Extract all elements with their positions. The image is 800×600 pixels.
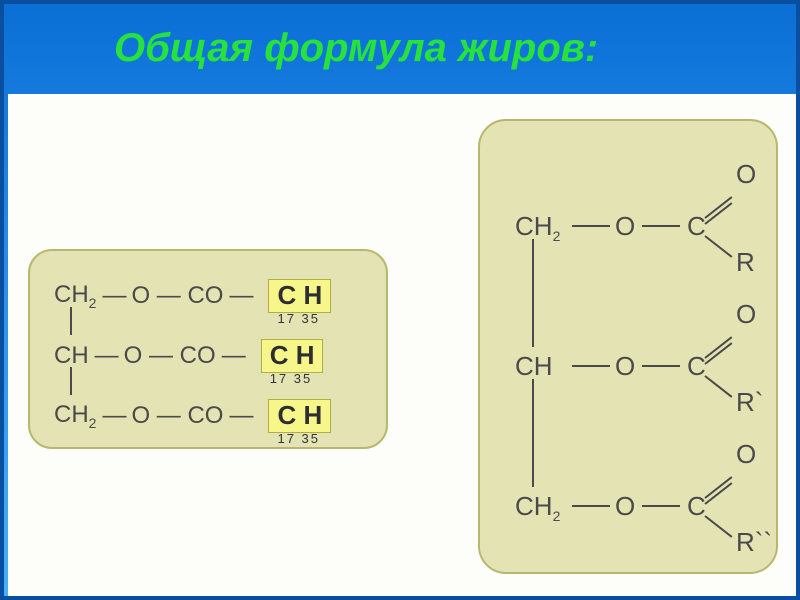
chain-label: O — CO xyxy=(131,282,223,310)
bond xyxy=(704,375,732,398)
bond xyxy=(704,235,732,258)
vertical-bond xyxy=(532,379,534,487)
content-panel: CH2—O — CO—C H17 35CH—O — CO—C H17 35CH2… xyxy=(8,94,796,596)
carbonyl-oxygen: O xyxy=(736,159,756,190)
bond xyxy=(642,365,680,367)
bond xyxy=(642,505,680,507)
oxygen-label: O xyxy=(615,211,635,242)
bond xyxy=(572,505,610,507)
carbonyl-oxygen: O xyxy=(736,299,756,330)
vertical-bond xyxy=(70,307,72,335)
r-group-label: R`` xyxy=(736,527,772,558)
left-row: CH2—O — CO—C H17 35 xyxy=(54,399,331,433)
oxygen-label: O xyxy=(615,491,635,522)
fatty-acid-tag: C H17 35 xyxy=(268,399,331,433)
left-row: CH—O — CO—C H17 35 xyxy=(54,339,323,373)
bond: — xyxy=(95,342,118,370)
carbonyl-oxygen: O xyxy=(736,439,756,470)
carbonyl-carbon: C xyxy=(687,211,706,242)
oxygen-label: O xyxy=(615,351,635,382)
carbon-label: CH2 xyxy=(515,491,560,524)
fatty-acid-tag: C H17 35 xyxy=(261,339,324,373)
slide-title: Общая формула жиров: xyxy=(114,26,598,71)
vertical-bond xyxy=(532,239,534,347)
bond: — xyxy=(222,342,245,370)
bond xyxy=(572,225,610,227)
carbonyl-carbon: C xyxy=(687,491,706,522)
carbon-label: CH2 xyxy=(515,211,560,244)
tristearin-structure: CH2—O — CO—C H17 35CH—O — CO—C H17 35CH2… xyxy=(28,249,388,449)
carbon-label: CH xyxy=(515,351,553,382)
bond xyxy=(642,225,680,227)
carbonyl-carbon: C xyxy=(687,351,706,382)
chain-label: O — CO xyxy=(131,402,223,430)
left-row: CH2—O — CO—C H17 35 xyxy=(54,279,331,313)
bond: — xyxy=(229,282,252,310)
fatty-acid-tag: C H17 35 xyxy=(268,279,331,313)
general-triglyceride-structure: CH2OCORCHOCOR`CH2OCOR`` xyxy=(478,119,778,574)
chain-label: O — CO xyxy=(124,342,216,370)
carbon-label: CH2 xyxy=(54,281,96,311)
carbon-label: CH xyxy=(54,342,89,370)
slide-frame: Общая формула жиров: CH2—O — CO—C H17 35… xyxy=(0,0,800,600)
r-group-label: R xyxy=(736,247,755,278)
bond: — xyxy=(102,402,125,430)
r-group-label: R` xyxy=(736,387,763,418)
bond: — xyxy=(229,402,252,430)
bond xyxy=(704,515,732,538)
carbon-label: CH2 xyxy=(54,401,96,431)
vertical-bond xyxy=(70,367,72,395)
bond xyxy=(572,365,610,367)
bond: — xyxy=(102,282,125,310)
